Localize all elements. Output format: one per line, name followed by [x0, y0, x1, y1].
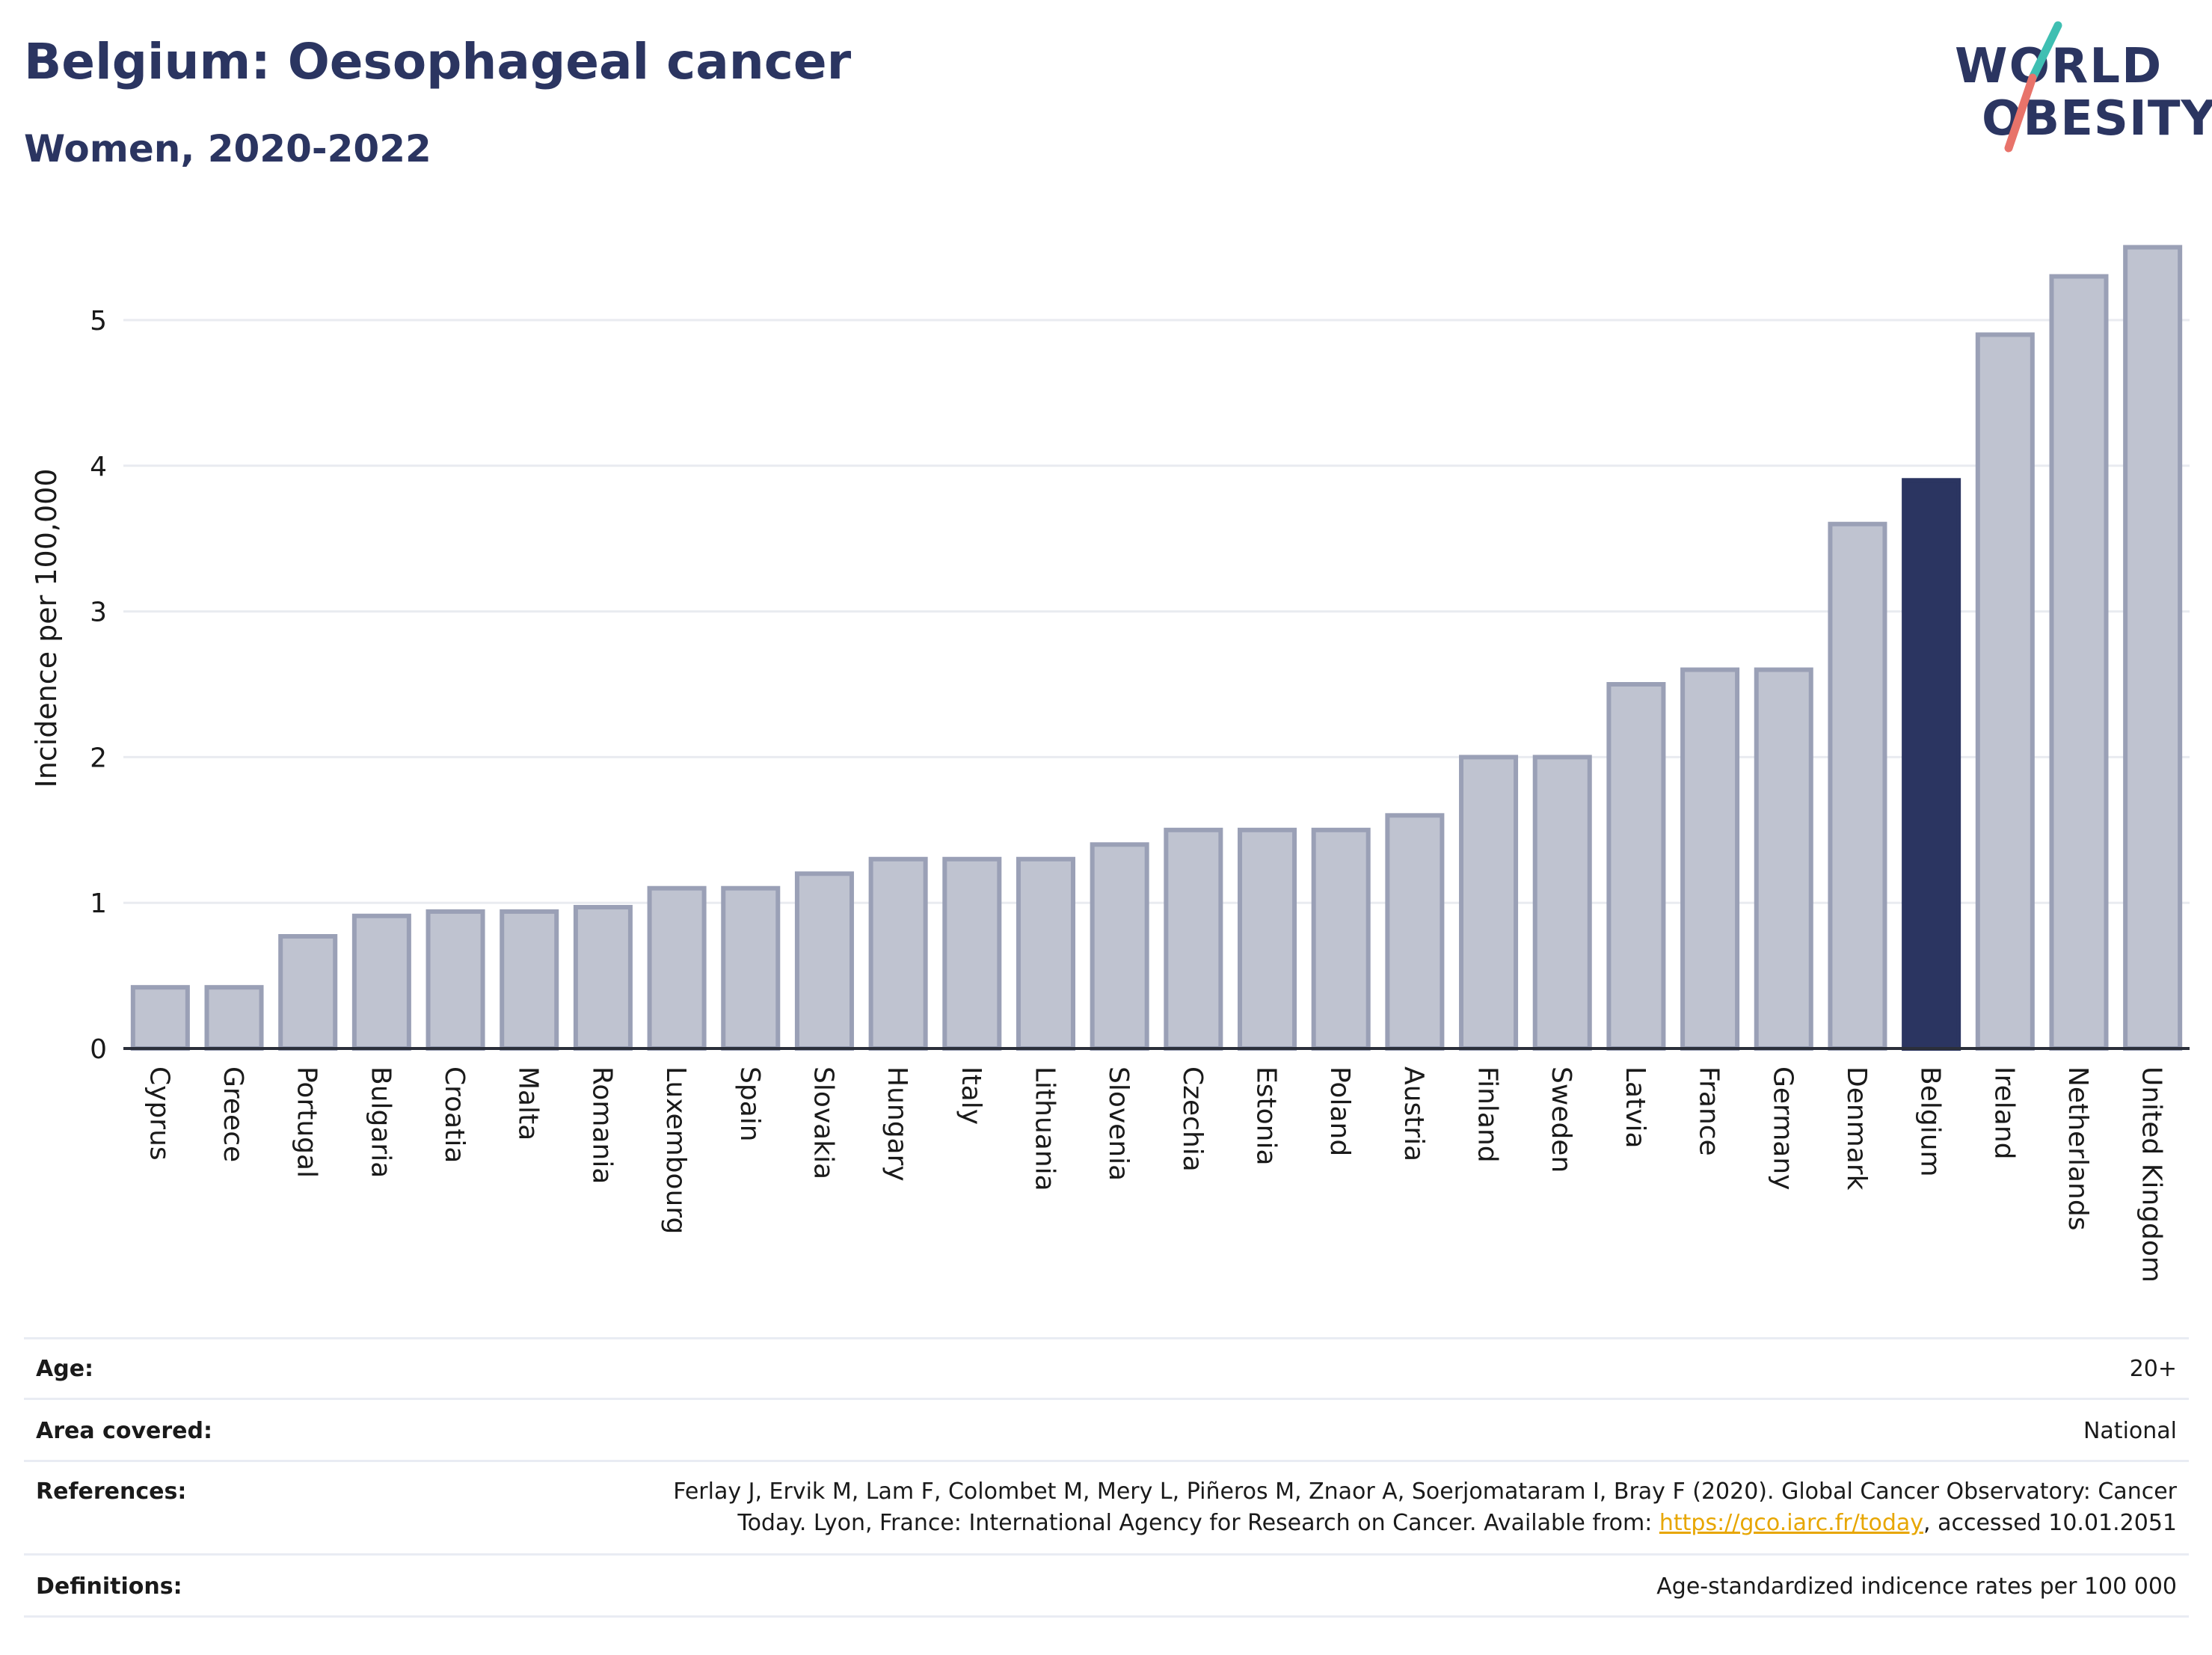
- x-tick-label: United Kingdom: [2136, 1066, 2167, 1283]
- x-tick-label: Finland: [1472, 1066, 1503, 1163]
- bar: [1975, 332, 2035, 1051]
- x-tick-label: Ireland: [1988, 1066, 2019, 1160]
- meta-references-line-2: Today. Lyon, France: International Agenc…: [737, 1510, 2177, 1536]
- y-tick-label: 3: [90, 598, 107, 628]
- x-tick-label: Czechia: [1177, 1066, 1208, 1172]
- references-link[interactable]: https://gco.iarc.fr/today: [1659, 1510, 1924, 1536]
- bar-highlight: [1902, 478, 1961, 1051]
- bar: [204, 985, 264, 1051]
- bar: [425, 909, 485, 1051]
- bar: [1238, 827, 1297, 1051]
- bar: [1828, 521, 1887, 1051]
- logo-slash-icon: [2004, 21, 2062, 153]
- x-tick-label: Greece: [218, 1066, 248, 1162]
- y-tick-label: 4: [90, 452, 107, 482]
- meta-row-references: References: Ferlay J, Ervik M, Lam F, Co…: [24, 1460, 2189, 1553]
- bar: [1754, 667, 1813, 1051]
- meta-definitions-label: Definitions:: [36, 1573, 182, 1600]
- meta-row-age: Age: 20+: [24, 1337, 2189, 1398]
- bar: [1532, 755, 1592, 1051]
- y-tick-label: 2: [90, 743, 107, 773]
- chart-title: Belgium: Oesophageal cancer: [24, 33, 852, 90]
- x-tick-label: Croatia: [439, 1066, 470, 1163]
- meta-references-text: Today. Lyon, France: International Agenc…: [737, 1510, 1659, 1536]
- meta-references-suffix: , accessed 10.01.2051: [1923, 1510, 2177, 1536]
- bar: [868, 856, 928, 1051]
- bar: [647, 885, 707, 1051]
- x-tick-label: Sweden: [1546, 1066, 1576, 1173]
- logo-line-1: WORLD: [1955, 39, 2163, 94]
- x-tick-label: Romania: [586, 1066, 617, 1184]
- bar: [351, 913, 411, 1051]
- x-tick-label: Denmark: [1841, 1066, 1872, 1191]
- y-tick-label: 5: [90, 306, 107, 337]
- y-tick-label: 0: [90, 1034, 107, 1065]
- x-tick-label: Poland: [1324, 1066, 1355, 1156]
- x-tick-label: Austria: [1398, 1066, 1429, 1161]
- bar: [130, 985, 190, 1051]
- x-tick-label: Cyprus: [144, 1066, 174, 1161]
- bar: [1164, 827, 1223, 1051]
- meta-definitions-value: Age-standardized indicence rates per 100…: [1656, 1573, 2177, 1600]
- bar: [2123, 245, 2183, 1051]
- x-tick-label: Estonia: [1251, 1066, 1282, 1166]
- bar: [1459, 755, 1519, 1051]
- x-tick-label: Hungary: [882, 1066, 912, 1182]
- x-tick-label: Slovenia: [1103, 1066, 1134, 1181]
- x-tick-label: Luxembourg: [660, 1066, 691, 1234]
- bar: [1311, 827, 1371, 1051]
- x-tick-label: Bulgaria: [365, 1066, 396, 1178]
- x-tick-label: Spain: [734, 1066, 765, 1142]
- x-tick-label: Netherlands: [2062, 1066, 2093, 1230]
- world-obesity-logo: WORLD OBESITY: [1944, 19, 2212, 162]
- bar: [573, 905, 633, 1051]
- bar: [794, 871, 854, 1051]
- meta-area-label: Area covered:: [36, 1418, 212, 1444]
- bar: [1090, 842, 1149, 1051]
- meta-references-line-1: Ferlay J, Ervik M, Lam F, Colombet M, Me…: [673, 1479, 2177, 1505]
- y-tick-label: 1: [90, 888, 107, 919]
- chart-subtitle: Women, 2020-2022: [24, 127, 431, 171]
- bar: [1385, 813, 1445, 1051]
- bar: [500, 909, 559, 1051]
- bar: [2049, 274, 2109, 1051]
- x-tick-label: Malta: [513, 1066, 544, 1140]
- x-tick-label: Portugal: [292, 1066, 322, 1178]
- bar: [942, 856, 1002, 1051]
- meta-row-definitions: Definitions: Age-standardized indicence …: [24, 1553, 2189, 1618]
- bar: [1606, 682, 1666, 1051]
- x-tick-label: France: [1694, 1066, 1724, 1156]
- x-tick-label: Latvia: [1620, 1066, 1650, 1149]
- meta-row-area: Area covered: National: [24, 1398, 2189, 1460]
- meta-area-value: National: [2083, 1418, 2177, 1444]
- meta-age-label: Age:: [36, 1356, 94, 1382]
- x-tick-label: Germany: [1767, 1066, 1798, 1190]
- meta-references-label: References:: [36, 1479, 187, 1505]
- bar: [278, 934, 338, 1051]
- x-tick-label: Slovakia: [808, 1066, 838, 1179]
- bar: [721, 885, 781, 1051]
- x-tick-label: Belgium: [1915, 1066, 1946, 1177]
- meta-age-value: 20+: [2129, 1356, 2177, 1382]
- x-tick-label: Lithuania: [1029, 1066, 1060, 1191]
- bar: [1680, 667, 1740, 1051]
- metadata-table: Age: 20+ Area covered: National Referenc…: [24, 1337, 2189, 1618]
- bar-chart: 0 1 2 3 4 5 Cyprus Greece Portugal Bulgaria Croati…: [90, 245, 2190, 1283]
- x-tick-label: Italy: [956, 1066, 986, 1125]
- bar: [1016, 856, 1075, 1051]
